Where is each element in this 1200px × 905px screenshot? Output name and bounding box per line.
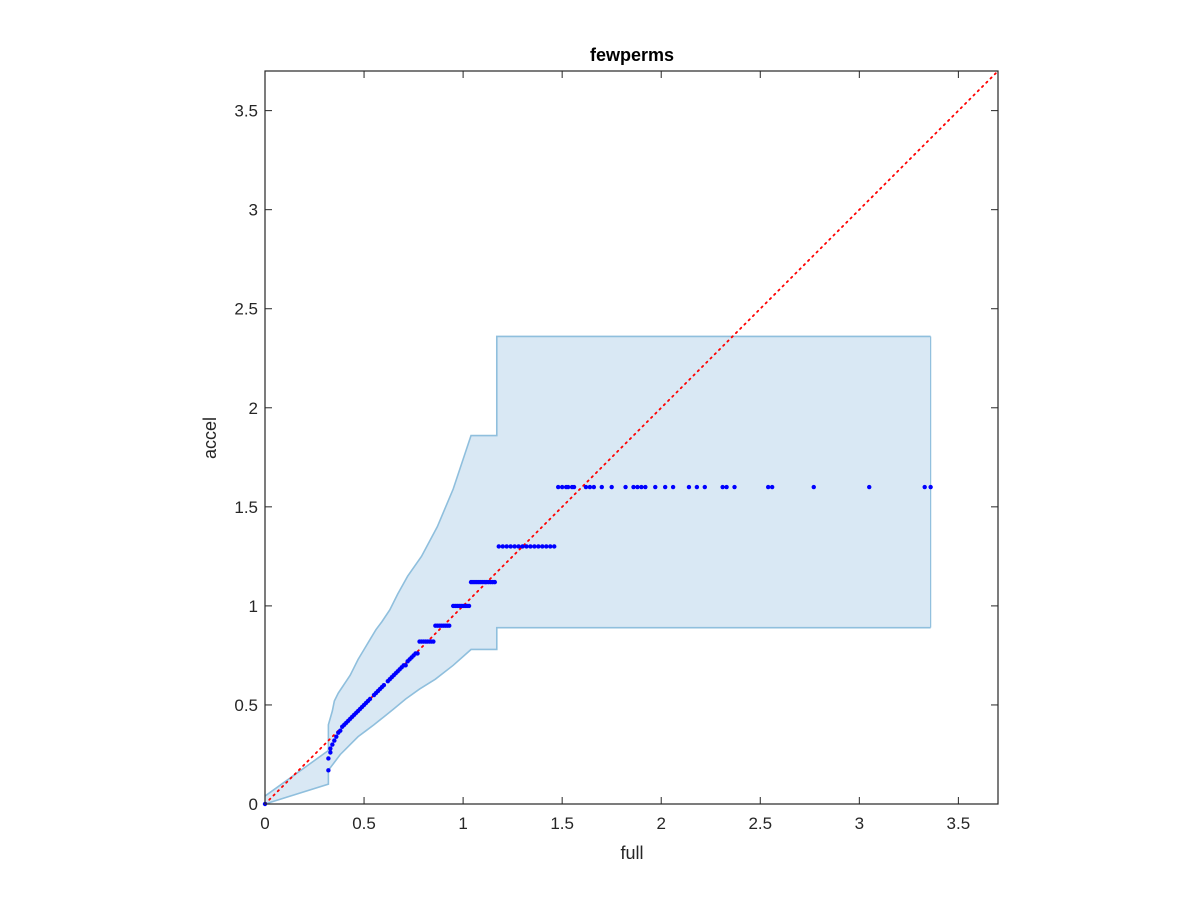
data-point (686, 484, 692, 490)
data-point (326, 768, 331, 773)
data-point (520, 544, 525, 549)
y-tick-label: 3 (249, 201, 258, 220)
reference-line-layer (264, 70, 999, 805)
data-point (702, 484, 707, 490)
data-point (447, 623, 452, 628)
data-point (635, 484, 640, 490)
data-point (552, 544, 557, 549)
data-point (540, 544, 545, 549)
x-tick-label: 2.5 (748, 814, 772, 833)
data-point (532, 544, 537, 549)
data-point (504, 544, 509, 549)
y-tick-label: 3.5 (234, 102, 258, 121)
data-point (466, 603, 472, 609)
data-point (544, 544, 549, 549)
data-point (769, 484, 775, 490)
data-point (587, 484, 593, 490)
data-point (508, 544, 513, 549)
axes-box (264, 70, 999, 805)
y-tick-label: 1 (249, 597, 258, 616)
y-tick-label: 2 (249, 399, 258, 418)
data-point (565, 484, 571, 490)
confidence-band-layer (264, 335, 932, 805)
data-point (326, 756, 331, 761)
data-point (867, 484, 872, 490)
data-point (492, 579, 498, 585)
x-tick-label: 0 (260, 814, 269, 833)
x-tick-label: 3.5 (947, 814, 971, 833)
y-tick-label: 0 (249, 795, 258, 814)
data-point (670, 484, 676, 490)
data-point (328, 746, 333, 751)
data-point (643, 484, 648, 490)
data-point (571, 484, 577, 490)
data-point (548, 544, 553, 549)
x-tick-label: 1.5 (550, 814, 574, 833)
data-point (609, 484, 614, 490)
confidence-band-fill (265, 336, 931, 804)
x-axis-label: full (620, 843, 643, 863)
confidence-band-lower-edge (264, 626, 931, 805)
data-point (381, 682, 387, 688)
chart-title: fewperms (590, 45, 674, 65)
data-point (591, 484, 597, 490)
data-point (338, 728, 343, 733)
data-point (559, 484, 565, 490)
data-point (724, 484, 729, 490)
data-point (720, 484, 725, 490)
data-point (334, 734, 339, 739)
data-point (583, 484, 589, 490)
data-point (811, 484, 816, 490)
x-tick-label: 0.5 (352, 814, 376, 833)
x-tick-label: 2 (656, 814, 665, 833)
x-tick-label: 3 (855, 814, 864, 833)
data-point (516, 544, 521, 549)
axes-layer (264, 70, 999, 805)
data-point (922, 484, 927, 490)
confidence-band-upper-edge (264, 335, 931, 797)
data-point (631, 484, 636, 490)
data-point (332, 738, 337, 743)
data-point (623, 484, 628, 490)
data-point (599, 484, 604, 490)
data-point (367, 696, 373, 702)
data-point (639, 484, 644, 490)
y-tick-label: 2.5 (234, 300, 258, 319)
data-point (928, 484, 933, 490)
y-tick-label: 0.5 (234, 696, 258, 715)
ticks-layer: 0 0.5 1 1.5 2 2.5 3 3.5 0 0.5 1 1.5 2 2.5 3 3.5 (234, 71, 998, 833)
data-point (662, 484, 668, 490)
y-tick-label: 1.5 (234, 498, 258, 517)
data-point (732, 484, 737, 490)
data-point (496, 544, 501, 549)
data-point (653, 484, 658, 490)
data-point (694, 484, 700, 490)
data-point (512, 544, 517, 549)
y-axis-label: accel (200, 417, 220, 459)
data-point (528, 544, 533, 549)
data-point (328, 750, 333, 755)
data-point (415, 651, 420, 656)
data-point (536, 544, 541, 549)
data-point (431, 639, 436, 644)
x-tick-label: 1 (458, 814, 467, 833)
data-point (765, 484, 771, 490)
data-point (500, 544, 505, 549)
data-point (524, 544, 529, 549)
data-point (330, 742, 335, 747)
identity-reference-line (264, 70, 999, 805)
data-point (556, 484, 561, 490)
points-layer (262, 484, 933, 807)
data-point (403, 663, 408, 668)
